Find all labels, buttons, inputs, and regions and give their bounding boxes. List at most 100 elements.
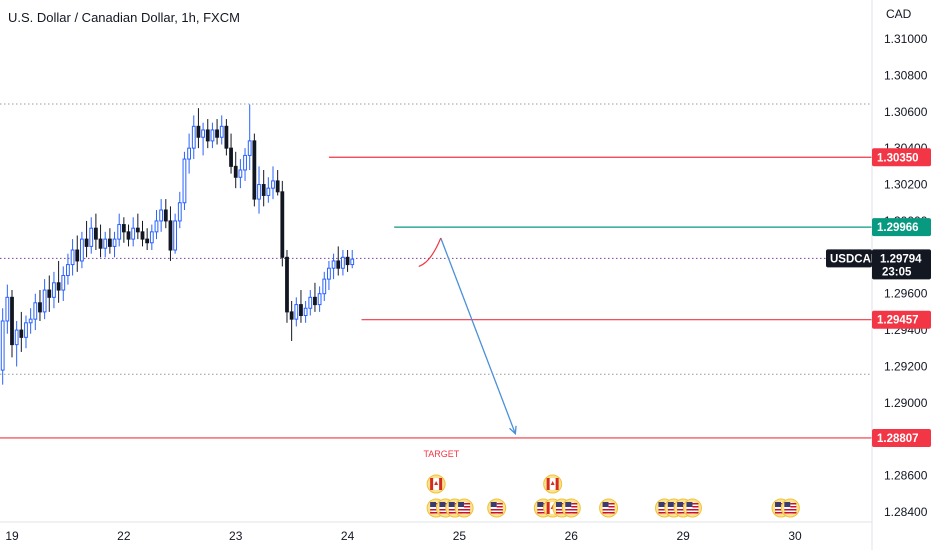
candle-body	[93, 227, 98, 240]
level-price-tag	[872, 148, 931, 167]
candle-body	[187, 147, 192, 160]
candle-body	[243, 154, 247, 171]
drawings: TARGET	[418, 237, 517, 459]
candle-body	[121, 224, 126, 233]
us-event-icon	[599, 498, 619, 518]
time-tick-label: 30	[788, 529, 802, 543]
candle-body	[42, 289, 47, 313]
flag-band	[546, 502, 550, 514]
flag-canton	[458, 502, 465, 507]
flag-stripe	[490, 512, 503, 514]
candle-body	[247, 140, 252, 156]
current-price-text: 1.29794	[880, 253, 922, 265]
candle-body	[350, 258, 355, 266]
dotted-level-lines	[0, 103, 872, 375]
candle-body	[308, 296, 313, 309]
candle-body	[173, 220, 178, 251]
symbol-tag-text: USDCAD	[830, 253, 879, 265]
us-event-icon	[780, 498, 800, 518]
flag-canton	[565, 502, 572, 507]
candle-body	[117, 224, 122, 240]
price-tick-label: 1.29600	[884, 287, 928, 301]
flag-band	[555, 478, 559, 490]
maple-leaf	[550, 481, 555, 485]
candle-body	[341, 256, 345, 269]
candle-body	[131, 227, 136, 240]
candle-body	[233, 165, 238, 178]
candle-body	[107, 238, 112, 247]
flag-canton	[686, 502, 693, 507]
symbol-tag	[826, 249, 872, 268]
price-tick-label: 1.28400	[884, 505, 928, 519]
candle-body	[159, 209, 164, 222]
flag-stripe	[439, 512, 452, 514]
candle-body	[56, 282, 61, 291]
flag-stripe	[608, 503, 615, 505]
time-tick-label: 29	[676, 529, 690, 543]
us-event-icon	[454, 498, 474, 518]
candle-body	[210, 129, 215, 142]
flag-canton	[602, 502, 609, 507]
candle-body	[266, 187, 271, 196]
candle-body	[28, 318, 33, 324]
flag-stripe	[692, 503, 699, 505]
flag-canton	[775, 502, 782, 507]
candle-body	[0, 320, 5, 371]
us-event-icon	[561, 498, 581, 518]
candle-body	[294, 304, 299, 320]
candle-body	[317, 293, 322, 306]
candle-body	[303, 307, 308, 317]
candle-body	[191, 125, 196, 149]
flag-stripe	[464, 506, 471, 508]
candle-body	[145, 238, 150, 244]
flag-stripe	[537, 512, 550, 514]
flag-band	[430, 478, 434, 490]
flag-stripe	[496, 506, 503, 508]
candle-body	[75, 249, 80, 262]
flag-stripe	[571, 503, 578, 505]
candle-body	[149, 231, 154, 244]
candle-body	[201, 129, 205, 138]
candle-body	[285, 256, 289, 313]
flag-band	[546, 478, 550, 490]
candle-body	[163, 209, 168, 222]
level-price-tag-text: 1.29966	[877, 222, 919, 234]
price-tick-label: 1.31000	[884, 32, 928, 46]
candle-body	[177, 202, 182, 222]
us-event-icon	[487, 498, 507, 518]
candle-body	[140, 231, 145, 240]
flag-stripe	[784, 509, 797, 511]
candle-body	[10, 296, 14, 346]
flag-band	[439, 478, 443, 490]
horizontal-levels	[0, 156, 872, 439]
currency-label: CAD	[886, 7, 912, 21]
time-tick-label: 22	[117, 529, 131, 543]
price-tags: 1.30350 1.29966 1.29457 1.28807 USDCAD 1.2979…	[826, 148, 931, 447]
candle-body	[89, 227, 94, 247]
price-tick-label: 1.30200	[884, 178, 928, 192]
candle-body	[275, 180, 280, 193]
flag-canton	[677, 502, 684, 507]
flag-stripe	[658, 512, 671, 514]
flag-stripe	[602, 512, 615, 514]
candle-body	[126, 231, 131, 240]
flag-canton	[537, 502, 544, 507]
flag-stripe	[686, 512, 699, 514]
price-tick-label: 1.28600	[884, 469, 928, 483]
price-tick-label: 1.30800	[884, 68, 928, 82]
countdown-text: 23:05	[882, 266, 912, 278]
candle-body	[224, 125, 229, 149]
price-tick-label: 1.29000	[884, 396, 928, 410]
candle-body	[33, 302, 38, 320]
level-price-tag	[872, 428, 931, 447]
flag-stripe	[602, 509, 615, 511]
level-price-tag-text: 1.30350	[877, 152, 919, 164]
price-tick-label: 1.30600	[884, 105, 928, 119]
time-tick-label: 24	[341, 529, 355, 543]
flag-stripe	[571, 506, 578, 508]
candle-body	[5, 296, 10, 322]
candle-body	[336, 260, 341, 269]
candle-body	[14, 329, 19, 346]
candle-body	[61, 275, 66, 291]
flag-canton	[667, 502, 674, 507]
